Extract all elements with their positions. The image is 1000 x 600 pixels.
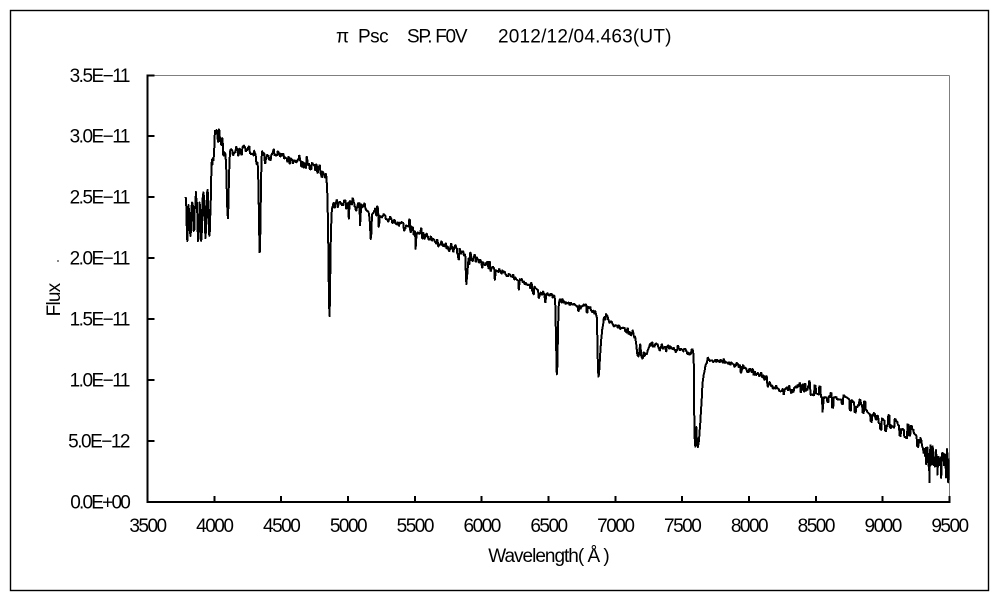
svg-text:4500: 4500	[263, 516, 300, 537]
svg-text:Flux: Flux	[44, 282, 65, 316]
svg-text:8500: 8500	[798, 516, 835, 537]
svg-text:1.0E−11: 1.0E−11	[70, 370, 130, 391]
svg-text:2.0E−11: 2.0E−11	[70, 249, 130, 270]
svg-text:5.0E−12: 5.0E−12	[68, 431, 130, 452]
svg-text:0.0E+00: 0.0E+00	[70, 492, 130, 513]
svg-text:3.0E−11: 3.0E−11	[70, 127, 130, 148]
svg-text:5000: 5000	[330, 516, 367, 537]
svg-text:2.5E−11: 2.5E−11	[70, 188, 130, 209]
svg-text:2012/12/04.463(UT): 2012/12/04.463(UT)	[498, 27, 672, 48]
svg-text:9500: 9500	[931, 516, 968, 537]
svg-text:3500: 3500	[129, 516, 166, 537]
svg-text:SP. F0V: SP. F0V	[407, 27, 468, 48]
svg-text:4000: 4000	[196, 516, 233, 537]
svg-text:6000: 6000	[464, 516, 501, 537]
svg-text:5500: 5500	[397, 516, 434, 537]
svg-text:3.5E−11: 3.5E−11	[70, 66, 130, 87]
svg-text:6500: 6500	[530, 516, 567, 537]
svg-text:π: π	[336, 27, 349, 48]
svg-text:Psc: Psc	[358, 27, 388, 48]
svg-text:Wavelength( Å ): Wavelength( Å )	[488, 546, 609, 567]
svg-text:7000: 7000	[597, 516, 634, 537]
svg-text:1.5E−11: 1.5E−11	[70, 310, 130, 331]
svg-text:9000: 9000	[865, 516, 902, 537]
svg-text:7500: 7500	[664, 516, 701, 537]
svg-text:8000: 8000	[731, 516, 768, 537]
